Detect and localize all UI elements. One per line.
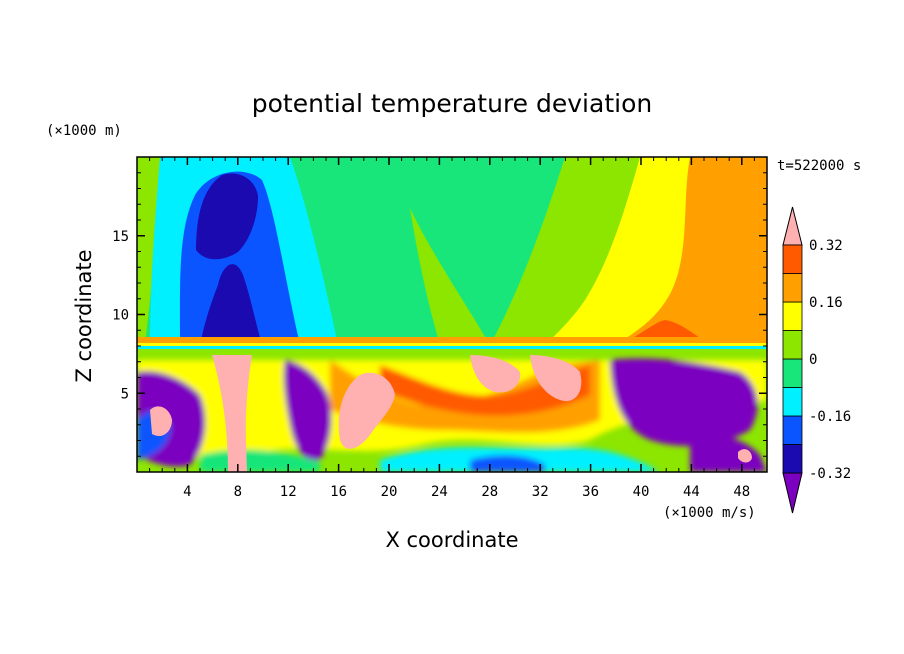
x-unit-label: (×1000 m/s) <box>663 505 756 521</box>
tropopause-band-yellow <box>137 343 767 346</box>
x-tick-label: 24 <box>431 484 448 500</box>
contour-field <box>137 157 767 472</box>
lower-bottom-blue <box>470 455 545 472</box>
region-mid-green-wedge <box>410 208 490 345</box>
tropopause-band-orange <box>137 337 767 343</box>
x-tick-label: 8 <box>234 484 242 500</box>
x-tick-label: 36 <box>582 484 599 500</box>
y-axis: 5 10 15 <box>112 172 767 457</box>
colorbar-swatch <box>782 330 803 360</box>
y-tick-label: 15 <box>112 229 129 245</box>
x-axis-label: X coordinate <box>385 528 518 552</box>
pink-cluster-right <box>530 355 582 402</box>
lower-orange-region <box>330 360 600 433</box>
x-tick-label: 40 <box>633 484 650 500</box>
region-navy-core <box>200 264 262 345</box>
colorbar-label: 0 <box>809 352 817 368</box>
lower-right-purple-lower <box>690 435 767 472</box>
colorbar-swatch <box>782 301 803 331</box>
x-tick-label: 44 <box>683 484 700 500</box>
y-tick-label: 10 <box>112 308 129 324</box>
colorbar-swatch <box>782 358 803 388</box>
colorbar-label: -0.32 <box>809 466 851 482</box>
colorbar-label: -0.16 <box>809 409 851 425</box>
lower-red-region <box>380 365 590 416</box>
lower-right-purple <box>610 358 758 446</box>
colorbar-label: 0.32 <box>809 238 843 254</box>
pink-blob-left <box>150 406 172 437</box>
pink-updraft-left <box>212 355 252 472</box>
colorbar-swatch <box>782 244 803 274</box>
x-tick-label: 4 <box>183 484 191 500</box>
region-navy-lobe <box>196 173 258 260</box>
colorbar-max-triangle <box>782 206 803 246</box>
x-tick-label: 20 <box>381 484 398 500</box>
y-unit-label: (×1000 m) <box>46 123 122 139</box>
colorbar: 0.32 0.16 0 -0.16 -0.32 <box>782 206 851 514</box>
chart-title: potential temperature deviation <box>252 89 652 118</box>
x-tick-label: 48 <box>733 484 750 500</box>
x-tick-label: 32 <box>532 484 549 500</box>
tropopause-band-cyan <box>137 346 767 349</box>
x-tick-label: 16 <box>330 484 347 500</box>
x-tick-label: 28 <box>481 484 498 500</box>
pink-cluster-center <box>470 355 521 393</box>
pink-lobe-center-left <box>338 372 395 449</box>
colorbar-swatch <box>782 273 803 303</box>
lower-purple-column <box>283 360 332 461</box>
colorbar-swatch <box>782 444 803 474</box>
colorbar-min-triangle <box>782 472 803 514</box>
region-right-orange <box>615 157 767 345</box>
time-label: t=522000 s <box>777 158 861 174</box>
colorbar-label: 0.16 <box>809 295 843 311</box>
pink-blob-right <box>738 449 752 463</box>
y-tick-label: 5 <box>121 386 129 402</box>
x-axis: 4 8 12 16 20 24 28 32 36 40 44 48 <box>149 157 755 500</box>
x-tick-label: 12 <box>280 484 297 500</box>
y-axis-label: Z coordinate <box>72 249 96 382</box>
colorbar-swatch <box>782 415 803 445</box>
colorbar-swatch <box>782 387 803 417</box>
